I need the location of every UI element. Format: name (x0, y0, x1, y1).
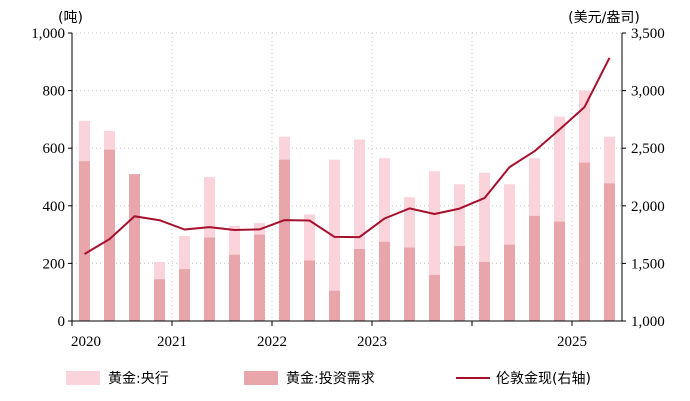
bar-investment (179, 269, 190, 321)
bar-investment (304, 260, 315, 321)
legend-label-central-bank: 黄金:央行 (108, 370, 169, 387)
grid-layer (72, 32, 622, 321)
bar-investment (404, 247, 415, 321)
right-axis-tick-label: 1,000 (631, 314, 665, 330)
left-axis-tick-label: 400 (43, 199, 66, 215)
right-axis-unit: (美元/盎司) (568, 10, 640, 26)
right-axis-tick-label: 3,000 (631, 84, 665, 100)
bar-central-bank (554, 116, 565, 322)
bar-investment (454, 246, 465, 321)
left-axis-tick-label: 200 (43, 256, 66, 272)
legend-label-price-line: 伦敦金现(右轴) (496, 371, 591, 387)
legend-swatch-investment (244, 371, 278, 385)
bar-investment (554, 221, 565, 321)
right-axis-tick-label: 1,500 (631, 256, 665, 272)
bar-investment (204, 237, 215, 321)
left-axis-tick-label: 800 (43, 84, 66, 100)
bar-central-bank (379, 158, 390, 321)
price-line (83, 57, 611, 255)
x-axis-tick-label: 2020 (71, 334, 101, 350)
x-axis-tick-label: 2023 (357, 334, 387, 350)
bar-investment (354, 249, 365, 321)
bar-investment (329, 290, 340, 321)
x-axis-tick-label: 2021 (157, 334, 187, 350)
legend-swatch-central-bank (66, 371, 100, 385)
bar-investment (104, 149, 115, 321)
bar-central-bank (354, 139, 365, 321)
bar-investment (579, 162, 590, 321)
bar-investment (604, 183, 615, 321)
bar-central-bank (329, 159, 340, 321)
left-axis-tick-label: 1,000 (31, 26, 65, 42)
bar-investment (154, 279, 165, 321)
right-axis-tick-label: 2,500 (631, 141, 665, 157)
bar-central-bank (429, 171, 440, 321)
right-axis-tick-label: 3,500 (631, 26, 665, 42)
bar-investment (279, 159, 290, 321)
right-axis-tick-label: 2,000 (631, 199, 665, 215)
bar-investment (429, 274, 440, 321)
bar-investment (79, 161, 90, 321)
bar-investment (129, 174, 140, 321)
bar-investment (229, 254, 240, 321)
bar-investment (379, 241, 390, 321)
x-axis-tick-label: 2025 (557, 334, 587, 350)
bar-investment (504, 244, 515, 321)
bar-investment (254, 234, 265, 321)
bar-investment (479, 261, 490, 321)
axis-layer: 0 200 400 600 800 1,000 1,000 1,500 2,000 2,500 3,… (31, 26, 665, 350)
legend: 黄金:央行 黄金:投资需求 伦敦金现(右轴) (66, 370, 591, 387)
left-axis-tick-label: 600 (43, 141, 66, 157)
x-axis-tick-label: 2022 (257, 334, 287, 350)
bar-investment (529, 215, 540, 321)
legend-label-investment: 黄金:投资需求 (286, 370, 375, 387)
bar-central-bank (479, 172, 490, 321)
line-layer (83, 57, 611, 255)
left-axis-tick-label: 0 (58, 314, 66, 330)
left-axis-unit: (吨) (58, 10, 83, 26)
bar-layer (79, 90, 615, 322)
